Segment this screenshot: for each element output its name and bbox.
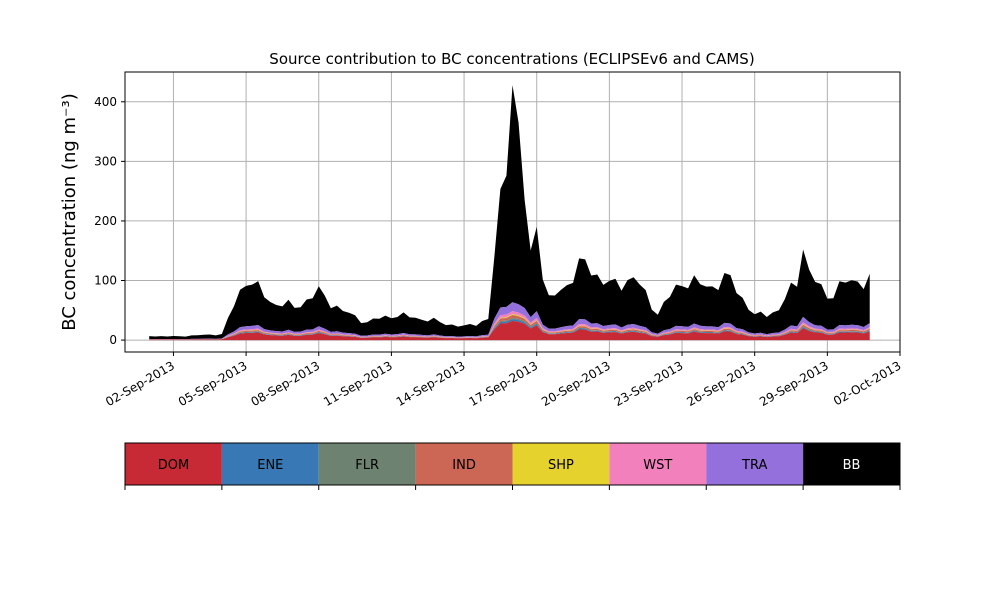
x-tick-label: 23-Sep-2013 (612, 358, 686, 409)
legend-swatch-ene (221, 443, 319, 485)
area-bb (149, 85, 870, 340)
legend-colorbar: DOM ENE FLR IND SHP WST TRA BB (124, 442, 901, 490)
legend-swatch-ind (415, 443, 513, 485)
legend-label-bb: BB (843, 458, 861, 473)
legend-swatch-dom (125, 443, 222, 485)
x-tick-label: 02-Sep-2013 (103, 358, 177, 409)
x-tick-label: 17-Sep-2013 (466, 358, 540, 409)
legend-swatch-tra (706, 443, 804, 485)
x-tick-label: 20-Sep-2013 (539, 358, 613, 409)
x-tick-label: 14-Sep-2013 (394, 358, 468, 409)
legend-swatch-flr (318, 443, 416, 485)
y-tick-label: 200 (94, 214, 117, 228)
area-tra (149, 302, 870, 340)
legend-label-dom: DOM (158, 458, 189, 473)
plot-frame (124, 71, 901, 353)
area-dom (149, 320, 870, 341)
x-tick-label: 02-Oct-2013 (831, 358, 903, 408)
chart-title: Source contribution to BC concentrations… (269, 50, 754, 68)
legend-label-ind: IND (452, 458, 476, 473)
stacked-areas (149, 85, 870, 341)
x-tick-label: 29-Sep-2013 (757, 358, 831, 409)
y-axis-ticks: 0 100 200 300 400 (94, 95, 125, 347)
y-tick-label: 100 (94, 274, 117, 288)
x-tick-label: 26-Sep-2013 (684, 358, 758, 409)
y-tick-label: 400 (94, 95, 117, 109)
legend-swatch-wst (609, 443, 707, 485)
legend-swatch-shp (512, 443, 610, 485)
x-tick-label: 11-Sep-2013 (321, 358, 395, 409)
legend-label-shp: SHP (548, 458, 574, 473)
legend-label-flr: FLR (355, 458, 379, 473)
legend-swatch-bb (803, 443, 900, 485)
x-tick-label: 08-Sep-2013 (248, 358, 322, 409)
y-tick-label: 0 (109, 333, 117, 347)
legend-label-wst: WST (643, 458, 672, 473)
legend-label-tra: TRA (741, 458, 767, 473)
x-axis-ticks: 02-Sep-201305-Sep-201308-Sep-201311-Sep-… (103, 352, 904, 409)
x-tick-label: 05-Sep-2013 (176, 358, 250, 409)
legend-label-ene: ENE (257, 458, 283, 473)
y-axis-label: BC concentration (ng m⁻³) (59, 93, 80, 331)
y-tick-label: 300 (94, 154, 117, 168)
